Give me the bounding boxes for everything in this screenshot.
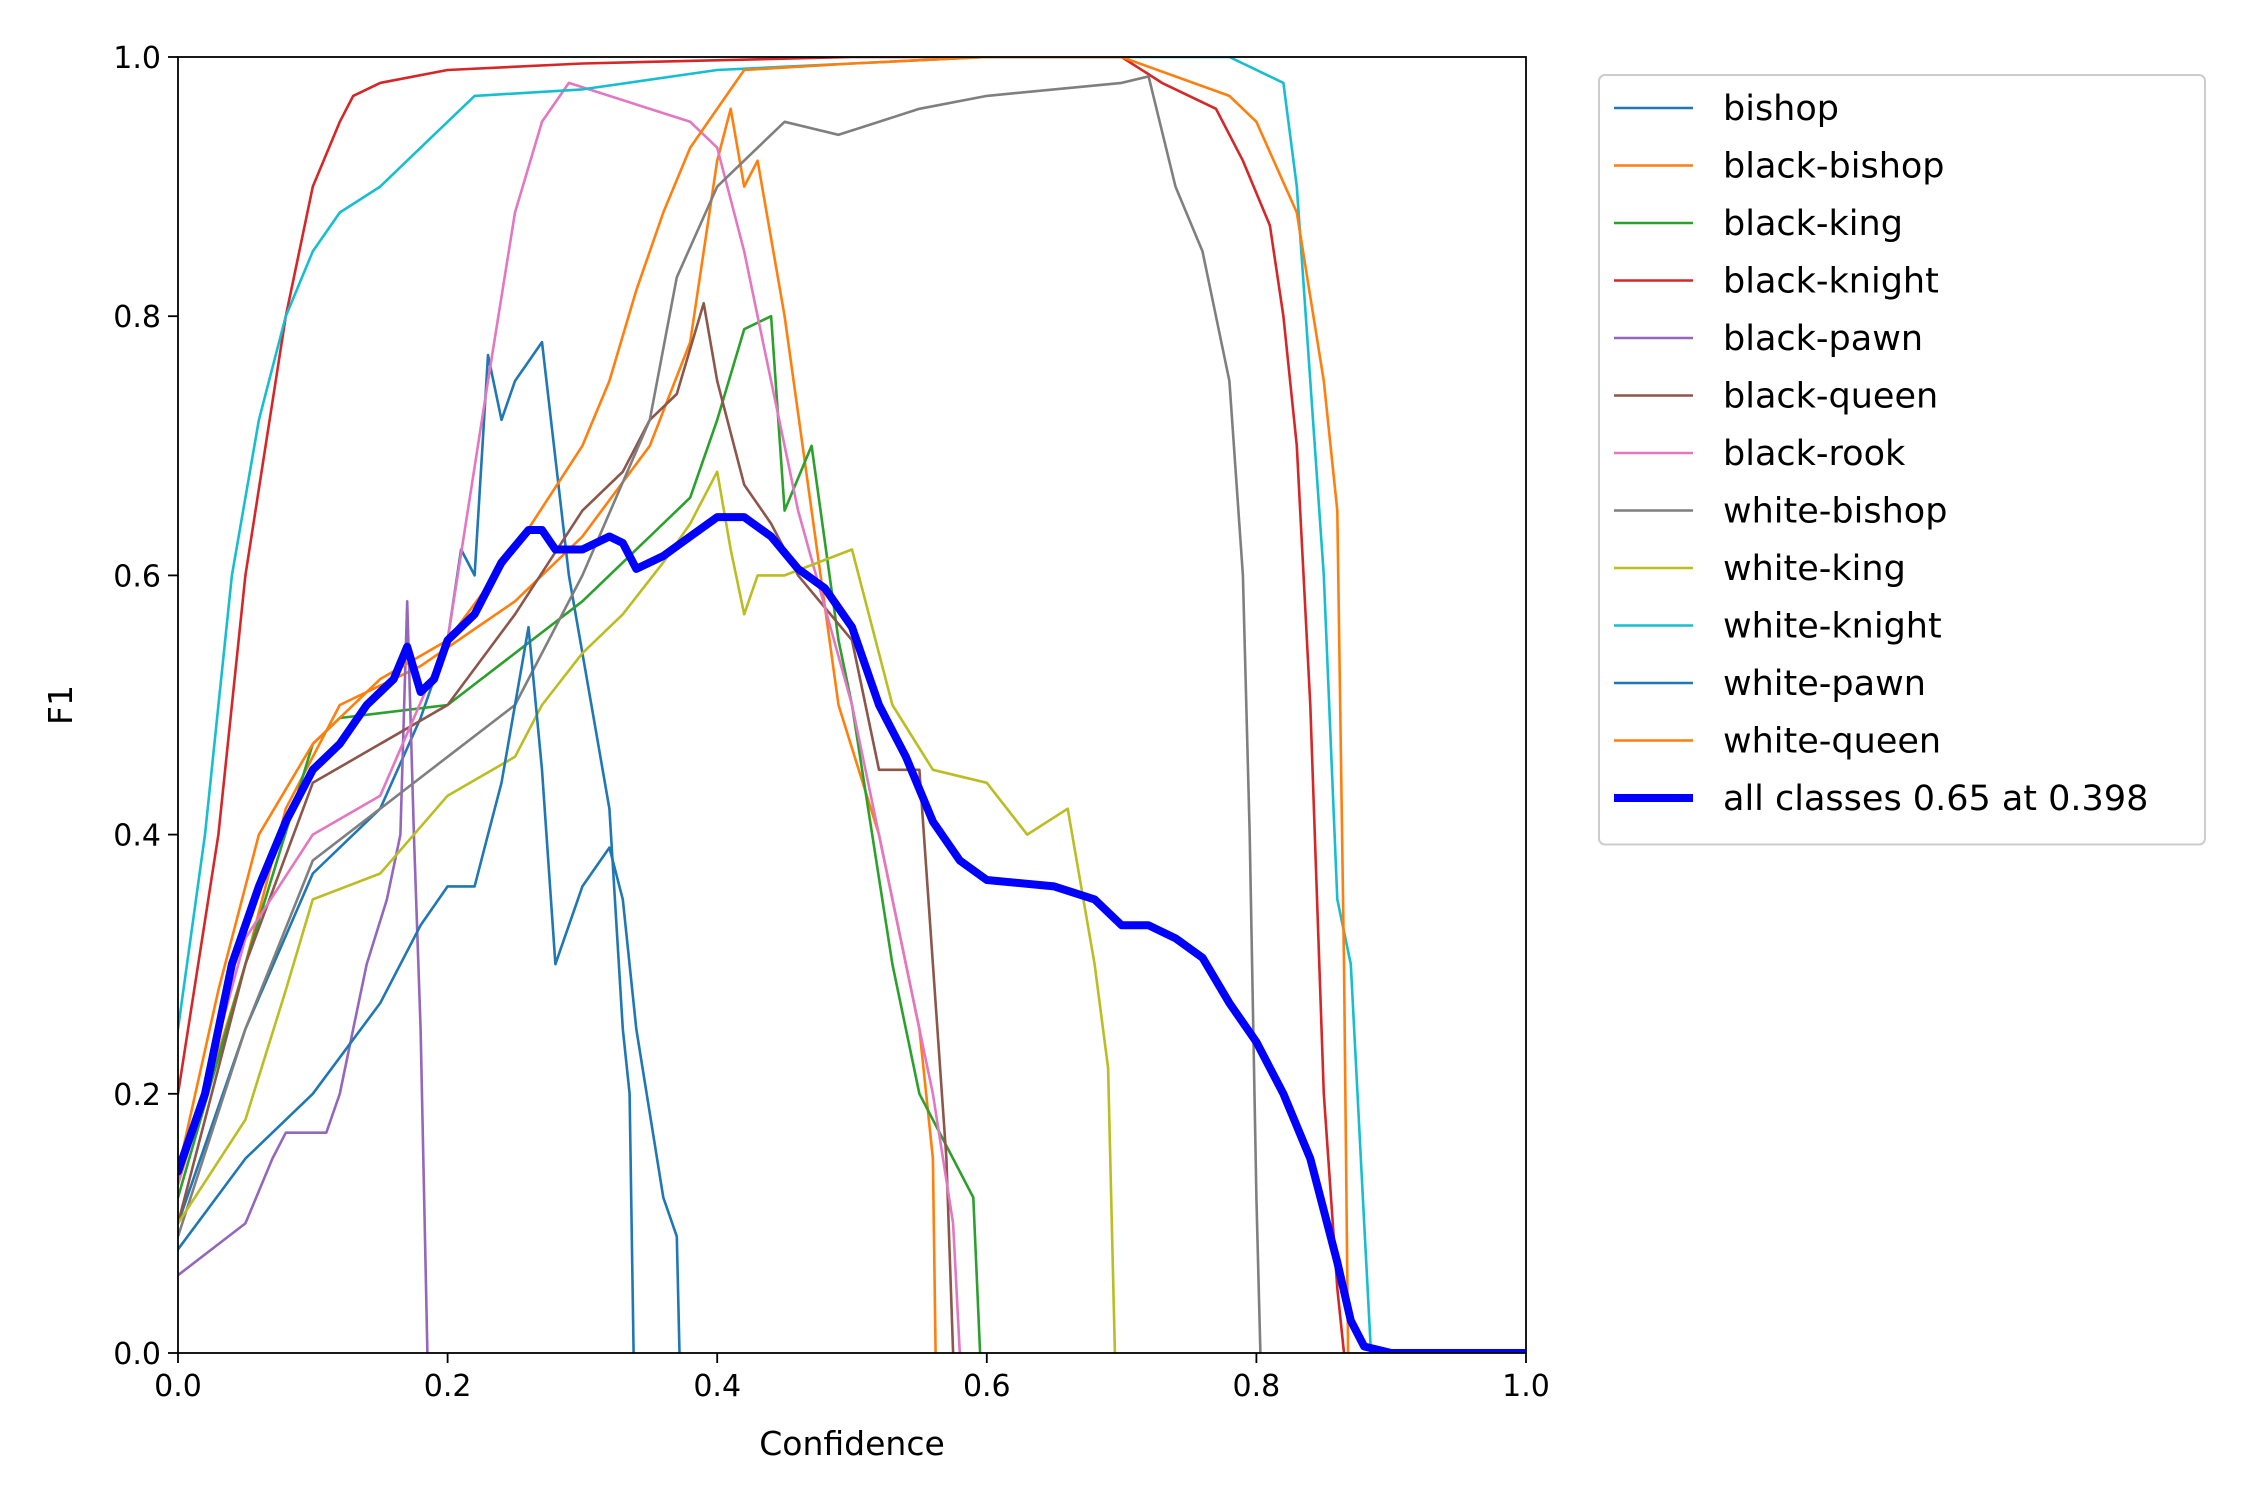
x-tick-label: 0.2 bbox=[424, 1369, 472, 1404]
y-tick-label: 0.4 bbox=[113, 819, 161, 854]
x-tick-label: 0.8 bbox=[1233, 1369, 1281, 1404]
y-tick-label: 0.2 bbox=[113, 1078, 161, 1113]
plot-frame bbox=[177, 56, 1527, 1354]
legend-label: all classes 0.65 at 0.398 bbox=[1723, 779, 2148, 819]
y-tick-label: 1.0 bbox=[113, 41, 161, 76]
series-line-black-knight-3 bbox=[178, 57, 1346, 1353]
x-tick-label: 0.0 bbox=[154, 1369, 202, 1404]
legend-label: black-pawn bbox=[1723, 319, 1923, 359]
y-axis-label: F1 bbox=[41, 685, 80, 725]
series-line-black-pawn-4 bbox=[178, 600, 429, 1353]
x-axis-label: Confidence bbox=[759, 1424, 945, 1463]
axes-layer: 0.0 0.2 0.4 0.6 0.8 1.0 0.0 0.2 0.4 0.6 0.8 1.0 bbox=[113, 41, 1550, 1404]
legend-label: white-queen bbox=[1723, 722, 1941, 762]
y-tick-label: 0.0 bbox=[113, 1337, 161, 1372]
legend-label: white-pawn bbox=[1723, 664, 1926, 704]
series-line-black-king-2 bbox=[178, 314, 982, 1353]
series-line-black-bishop-1 bbox=[178, 107, 937, 1353]
legend-label: black-bishop bbox=[1723, 147, 1945, 187]
legend-label: black-queen bbox=[1723, 377, 1938, 417]
y-tick-label: 0.6 bbox=[113, 559, 161, 594]
series-line-black-rook-6 bbox=[178, 81, 962, 1353]
series-line-white-knight-9 bbox=[178, 57, 1373, 1353]
series-line-black-queen-5 bbox=[178, 301, 955, 1353]
series-line-all-all-12 bbox=[178, 513, 1526, 1353]
legend-label: bishop bbox=[1723, 89, 1839, 129]
legend-label: black-knight bbox=[1723, 262, 1939, 302]
series-line-white-bishop-7 bbox=[178, 75, 1262, 1353]
legend: bishop black-bishop black-king black-knight… bbox=[1598, 74, 2206, 846]
legend-box bbox=[1598, 74, 2206, 846]
y-tick-label: 0.8 bbox=[113, 300, 161, 335]
series-line-white-queen-11 bbox=[178, 57, 1350, 1353]
x-tick-label: 1.0 bbox=[1502, 1369, 1550, 1404]
x-tick-label: 0.4 bbox=[693, 1369, 741, 1404]
series-line-white-king-8 bbox=[178, 470, 1117, 1353]
legend-label: white-bishop bbox=[1723, 492, 1947, 532]
series-line-bishop-0 bbox=[178, 340, 635, 1353]
series-layer bbox=[178, 57, 1526, 1353]
series-line-white-pawn-10 bbox=[178, 625, 681, 1353]
legend-label: white-knight bbox=[1723, 607, 1942, 647]
x-tick-label: 0.6 bbox=[963, 1369, 1011, 1404]
legend-label: white-king bbox=[1723, 549, 1906, 589]
legend-label: black-rook bbox=[1723, 434, 1906, 474]
legend-label: black-king bbox=[1723, 204, 1903, 244]
